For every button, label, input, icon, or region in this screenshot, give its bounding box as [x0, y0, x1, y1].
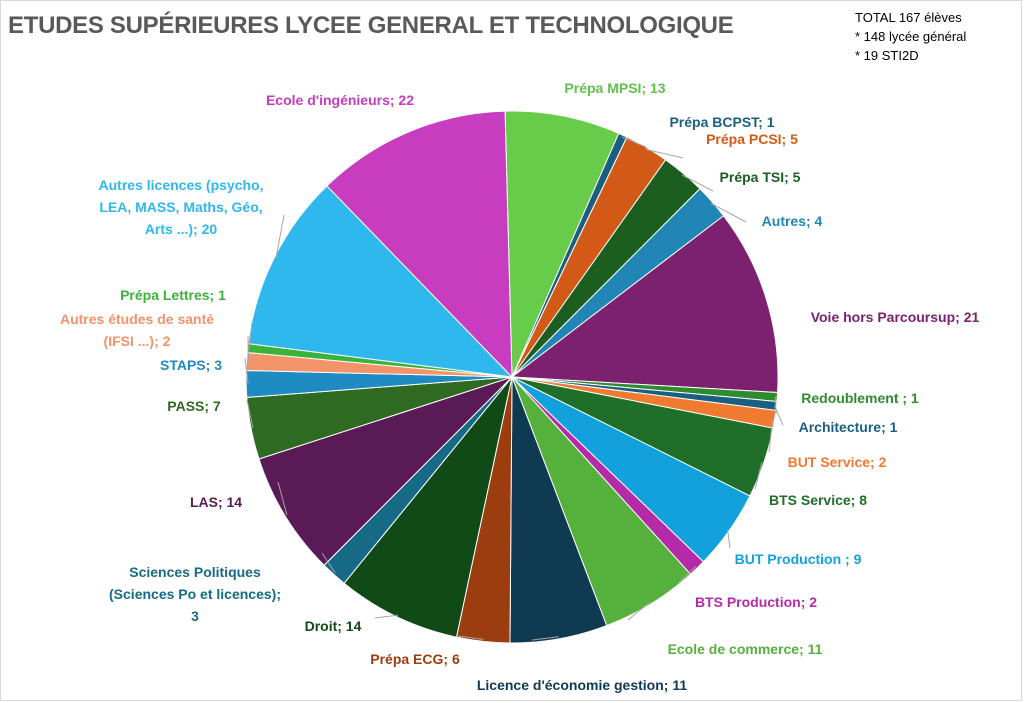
slice-label: Autres études de santé (IFSI ...); 2 [60, 311, 214, 349]
slice-label: LAS; 14 [190, 494, 242, 510]
slice-label: BTS Production; 2 [695, 594, 817, 610]
leader-line [321, 552, 336, 574]
leader-line [457, 635, 484, 640]
pie-slice [247, 185, 514, 378]
slice-label: PASS; 7 [167, 398, 221, 414]
leader-line [277, 481, 288, 516]
chart-title: ETUDES SUPÉRIEURES LYCEE GENERAL ET TECH… [8, 12, 734, 39]
leader-line [754, 462, 763, 490]
pie-slice [326, 110, 513, 379]
leader-line [374, 614, 398, 619]
pie-slice [343, 376, 513, 638]
leader-line [627, 601, 651, 621]
leader-line [244, 357, 249, 384]
pie-slices [245, 110, 779, 644]
slice-label: Sciences Politiques (Sciences Po et licen… [109, 564, 281, 624]
pie-slice [504, 110, 620, 378]
leader-line [275, 214, 285, 259]
slice-label: BUT Production ; 9 [735, 551, 862, 567]
leader-lines [244, 136, 784, 641]
slice-label: Architecture; 1 [799, 419, 898, 435]
leader-line [645, 148, 684, 159]
leader-line [774, 396, 777, 415]
slice-label: Autres licences (psycho, LEA, MASS, Maths… [99, 177, 264, 237]
slice-label: Droit; 14 [305, 618, 362, 634]
slice-label: Licence d'économie gestion; 11 [477, 677, 687, 693]
slice-label: Ecole de commerce; 11 [668, 641, 823, 657]
leader-line [621, 136, 647, 148]
leader-line [678, 566, 697, 583]
slice-label: STAPS; 3 [160, 357, 222, 373]
slice-label: Voie hors Parcoursup; 21 [811, 309, 980, 325]
total-note-line: * 148 lycée général [855, 29, 967, 44]
slice-label: Prépa TSI; 5 [720, 169, 801, 185]
slice-label: Ecole d'ingénieurs; 22 [266, 92, 414, 108]
leader-line [727, 529, 731, 549]
total-note: TOTAL 167 élèves * 148 lycée général * 1… [855, 8, 966, 65]
leader-line [773, 405, 784, 426]
total-note-line: TOTAL 167 élèves [855, 10, 962, 25]
leader-line [246, 399, 254, 429]
leader-line [249, 322, 253, 349]
slice-label: Redoublement ; 1 [801, 390, 919, 406]
leader-line [710, 202, 747, 223]
slice-label: Prépa Lettres; 1 [120, 287, 226, 303]
leader-line [768, 418, 774, 453]
leader-line [531, 636, 559, 641]
slice-label: Prépa MPSI; 13 [564, 80, 665, 96]
leader-line [681, 174, 714, 192]
slice-label: Prépa PCSI; 5 [706, 131, 798, 147]
pie-slice [258, 376, 513, 566]
total-note-line: * 19 STI2D [855, 48, 919, 63]
slice-label: Autres; 4 [762, 213, 823, 229]
slice-label: Prépa ECG; 6 [370, 651, 460, 667]
slice-label: BUT Service; 2 [788, 454, 887, 470]
pie-slice [510, 215, 779, 394]
slice-label: Prépa BCPST; 1 [669, 114, 774, 130]
slice-label: BTS Service; 8 [769, 492, 867, 508]
